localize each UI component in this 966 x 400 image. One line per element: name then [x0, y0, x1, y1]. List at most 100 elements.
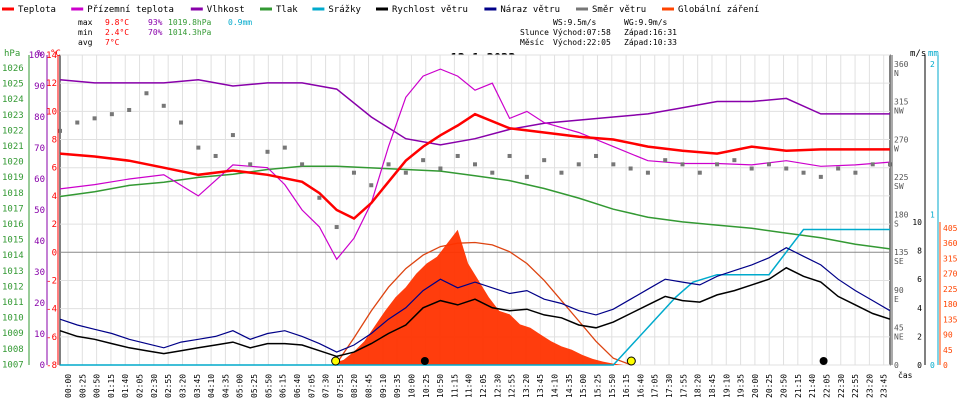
wind-direction-point [715, 162, 720, 167]
humidity-tick: 80 [34, 113, 45, 123]
wind-direction-point [75, 120, 80, 125]
sunset: Západ:16:31 [624, 28, 677, 37]
wind-direction-point [680, 162, 685, 167]
direction-tick: 135 [894, 248, 909, 257]
wind-direction-point [749, 166, 754, 171]
time-tick: 07:05 [307, 374, 316, 398]
wind-direction-point [645, 170, 650, 175]
time-tick: 16:15 [622, 374, 631, 398]
pressure-tick: 1024 [2, 95, 24, 105]
time-tick: 08:45 [365, 374, 374, 398]
time-tick: 12:55 [508, 374, 517, 398]
direction-tick: 315 [894, 98, 909, 107]
wind-direction-point [334, 225, 339, 230]
wind-direction-point [421, 158, 426, 163]
time-tick: 23:45 [880, 374, 889, 398]
legend-item: Srážky [328, 5, 361, 15]
wind-tick: 6 [917, 275, 922, 284]
stat-label: avg [78, 38, 93, 47]
temperature-tick: 10 [46, 107, 57, 117]
time-tick: 05:50 [264, 374, 273, 398]
pressure-tick: 1014 [2, 251, 24, 261]
time-tick: 13:45 [536, 374, 545, 398]
pressure-line [59, 165, 891, 250]
time-tick: 20:50 [780, 374, 789, 398]
stat-label: max [78, 18, 93, 27]
wind-gust-max: WG:9.9m/s [624, 18, 668, 27]
wind-direction-point [888, 162, 892, 167]
time-tick: 06:15 [279, 374, 288, 398]
wind-direction-point [836, 166, 841, 171]
wind-direction-point [542, 158, 547, 163]
wind-tick: 4 [917, 304, 922, 313]
direction-label: N [894, 69, 899, 78]
wind-direction-point [473, 162, 477, 167]
pressure-tick: 1017 [2, 204, 24, 214]
wind-tick: 10 [912, 218, 922, 227]
wind-direction-point [801, 170, 806, 175]
radiation-tick: 45 [943, 346, 953, 355]
rain-unit: mm [928, 49, 939, 59]
stat-pressure: 1019.8hPa [168, 18, 212, 27]
temperature-tick: 12 [46, 79, 57, 89]
humidity-tick: 0 [40, 361, 45, 371]
wind-gust-line [59, 247, 891, 353]
sunrise-marker [331, 356, 341, 366]
pressure-tick: 1015 [2, 236, 24, 246]
stat-temperature: 9.8°C [105, 18, 129, 27]
legend-item: Tlak [276, 5, 298, 15]
sun-label: Slunce [520, 28, 549, 37]
sun-moon-markers [331, 356, 828, 366]
humidity-line [59, 79, 890, 146]
plot-area [58, 54, 892, 366]
legend-item: Přízemní teplota [87, 5, 174, 15]
wind-tick: 0 [917, 361, 922, 370]
legend-item: Náraz větru [500, 5, 560, 15]
pressure-tick: 1019 [2, 173, 24, 183]
wind-direction-point [58, 128, 62, 133]
legend-item: Směr větru [592, 5, 646, 15]
time-tick: 15:50 [608, 374, 617, 398]
time-tick: 04:35 [221, 374, 230, 398]
radiation-tick: 0 [943, 361, 948, 370]
direction-label: E [894, 295, 899, 304]
clear-sky-radiation-line [335, 241, 632, 366]
temperature-tick: 6 [52, 164, 57, 174]
time-tick: 05:25 [250, 374, 259, 398]
stats-panel: max 9.8°C 93% 1019.8hPa 0.9mm min 2.4°C 70% 1014… [78, 18, 252, 47]
temperature-tick: 2 [52, 220, 57, 230]
wind-direction-point [853, 170, 858, 175]
pressure-tick: 1013 [2, 267, 24, 277]
temperature-tick: -2 [46, 276, 57, 286]
pressure-tick: 1008 [2, 345, 24, 355]
pressure-tick: 1009 [2, 329, 24, 339]
time-tick: 12:30 [493, 374, 502, 398]
time-tick: 01:40 [121, 374, 130, 398]
sun-moon-info: WS:9.5m/s WG:9.9m/s Slunce Východ:07:58 Zápa… [520, 18, 677, 47]
pressure-tick: 1026 [2, 64, 24, 74]
moon-label: Měsíc [520, 38, 544, 47]
wind-unit: m/s [910, 49, 926, 59]
time-tick: 21:15 [794, 374, 803, 398]
rain-tick: 0 [930, 361, 935, 370]
wind-direction-point [282, 145, 287, 150]
direction-label: SE [894, 257, 904, 266]
wind-direction-point [766, 162, 771, 167]
wind-direction-point [628, 166, 633, 171]
time-tick: 01:15 [107, 374, 116, 398]
time-tick: 03:20 [178, 374, 187, 398]
time-tick: 10:25 [422, 374, 431, 398]
time-tick: 20:00 [751, 374, 760, 398]
temperature-tick: 4 [52, 192, 57, 202]
direction-tick: 180 [894, 211, 909, 220]
rain-line [60, 228, 890, 366]
time-tick: 08:20 [350, 374, 359, 398]
temperature-tick: -4 [46, 305, 57, 315]
humidity-tick: 60 [34, 175, 45, 185]
time-tick: 16:40 [636, 374, 645, 398]
stat-label: min [78, 28, 93, 37]
time-tick: 00:50 [93, 374, 102, 398]
stat-rain: 0.9mm [228, 18, 252, 27]
direction-tick: 45 [894, 323, 904, 332]
